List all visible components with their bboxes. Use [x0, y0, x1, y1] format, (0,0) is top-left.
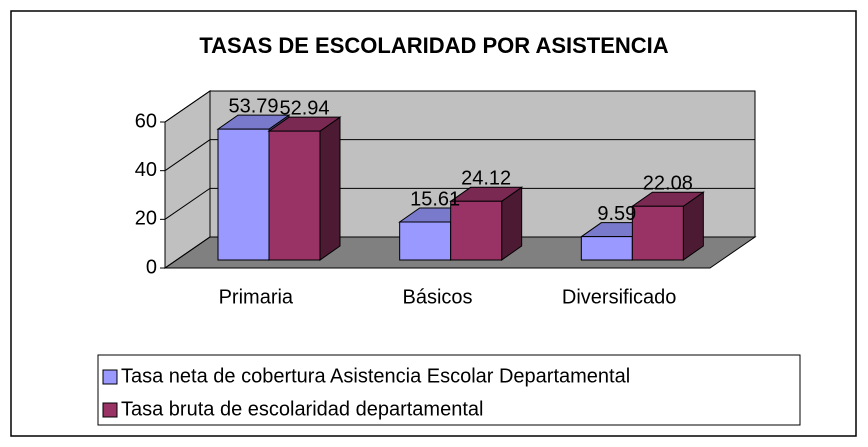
legend-swatch [102, 369, 118, 385]
bar-front [580, 236, 633, 261]
data-label: 22.08 [643, 173, 693, 195]
bar [579, 221, 654, 261]
x-tick-label: Diversificado [562, 286, 676, 308]
grid-line [164, 90, 755, 123]
chart-title: TASAS DE ESCOLARIDAD POR ASISTENCIA [199, 33, 668, 58]
bar-front [268, 130, 321, 261]
y-tick-label: 20 [135, 208, 157, 230]
grid-line [164, 236, 755, 269]
data-label: 9.59 [597, 203, 636, 225]
legend-box [97, 354, 801, 426]
legend-label: Tasa neta de cobertura Asistencia Escola… [121, 365, 630, 387]
bar-front [450, 200, 503, 261]
bar-front [217, 128, 270, 261]
data-label: 24.12 [461, 168, 511, 190]
data-label: 52.94 [279, 97, 329, 119]
legend-label: Tasa bruta de escolaridad departamental [121, 398, 483, 420]
bar-front [399, 221, 452, 261]
bar-front [631, 205, 684, 261]
bar [630, 191, 705, 261]
legend-swatch [102, 402, 118, 418]
bar [267, 116, 342, 261]
grid-line [164, 187, 755, 220]
grid-line [164, 139, 755, 172]
y-tick-label: 0 [146, 256, 157, 278]
data-label: 15.61 [410, 188, 460, 210]
bar-side [319, 116, 341, 261]
y-tick-label: 40 [135, 159, 157, 181]
bar [449, 186, 524, 261]
data-label: 53.79 [228, 95, 278, 117]
x-tick-label: Primaria [219, 286, 294, 308]
x-tick-label: Básicos [402, 286, 472, 308]
y-tick-label: 60 [135, 110, 157, 132]
